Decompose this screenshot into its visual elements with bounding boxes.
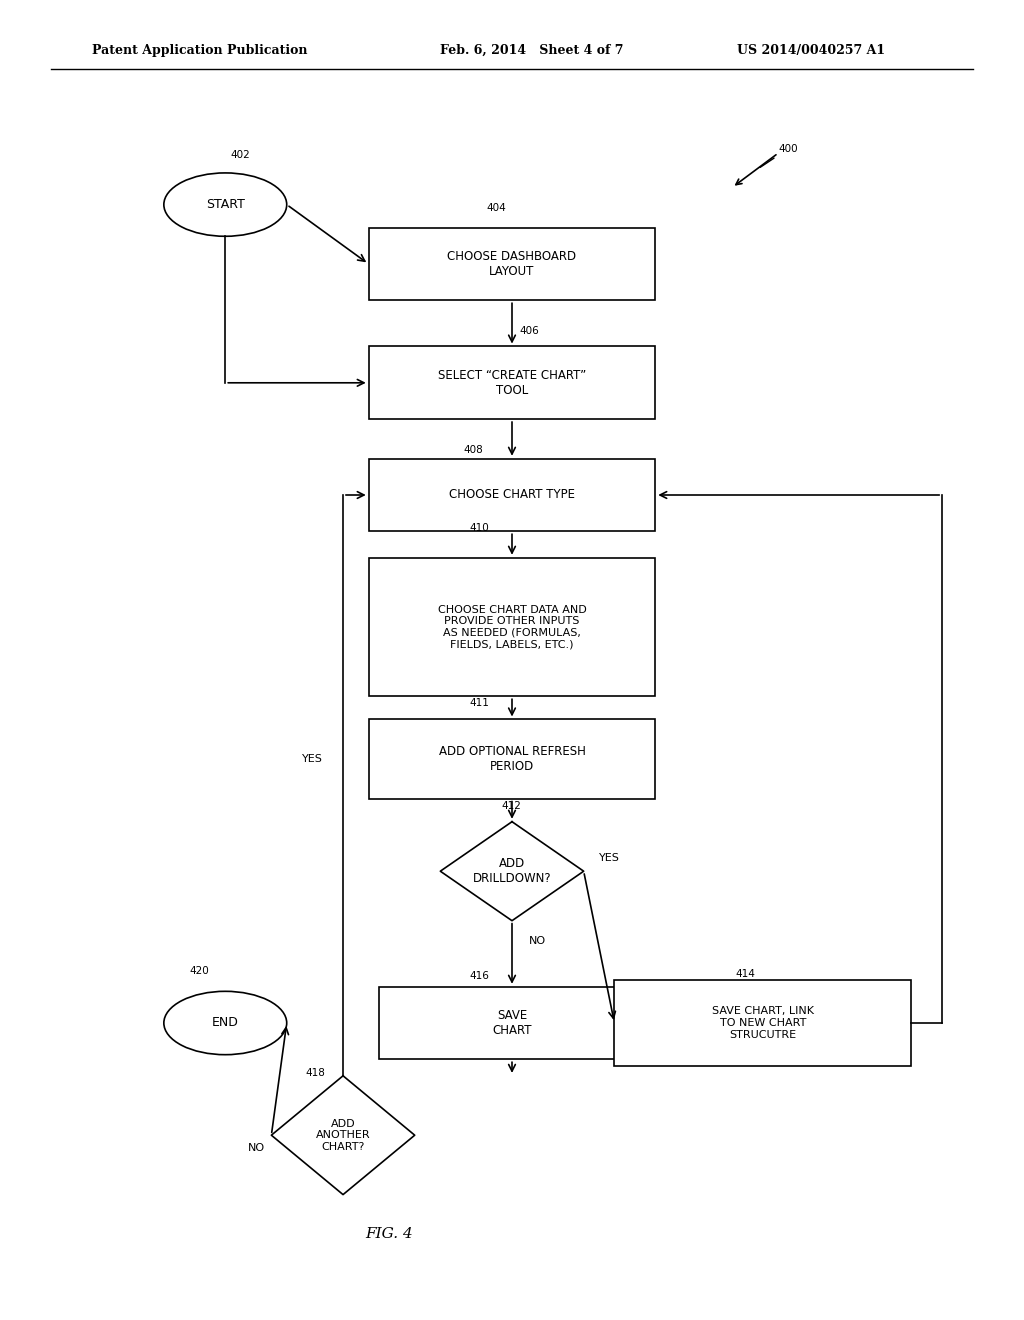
FancyBboxPatch shape xyxy=(614,979,911,1067)
Text: US 2014/0040257 A1: US 2014/0040257 A1 xyxy=(737,44,886,57)
Text: ADD OPTIONAL REFRESH
PERIOD: ADD OPTIONAL REFRESH PERIOD xyxy=(438,744,586,774)
Text: START: START xyxy=(206,198,245,211)
Text: YES: YES xyxy=(302,754,323,764)
Ellipse shape xyxy=(164,991,287,1055)
Text: SAVE
CHART: SAVE CHART xyxy=(493,1008,531,1038)
Text: 420: 420 xyxy=(189,966,209,977)
FancyBboxPatch shape xyxy=(369,227,655,300)
FancyBboxPatch shape xyxy=(369,557,655,697)
Text: 414: 414 xyxy=(735,969,755,979)
Text: 416: 416 xyxy=(469,972,488,982)
Text: 418: 418 xyxy=(305,1068,325,1078)
Text: NO: NO xyxy=(248,1143,264,1154)
Text: CHOOSE DASHBOARD
LAYOUT: CHOOSE DASHBOARD LAYOUT xyxy=(447,249,577,279)
Text: 402: 402 xyxy=(230,150,250,161)
Text: YES: YES xyxy=(599,853,620,863)
Text: 411: 411 xyxy=(469,698,488,709)
Text: CHOOSE CHART DATA AND
PROVIDE OTHER INPUTS
AS NEEDED (FORMULAS,
FIELDS, LABELS, : CHOOSE CHART DATA AND PROVIDE OTHER INPU… xyxy=(437,605,587,649)
Text: 410: 410 xyxy=(469,523,488,533)
Text: ADD
ANOTHER
CHART?: ADD ANOTHER CHART? xyxy=(315,1118,371,1152)
FancyBboxPatch shape xyxy=(369,719,655,799)
FancyBboxPatch shape xyxy=(369,346,655,420)
FancyBboxPatch shape xyxy=(369,458,655,531)
Text: Patent Application Publication: Patent Application Publication xyxy=(92,44,307,57)
Text: 404: 404 xyxy=(486,203,506,214)
Text: Feb. 6, 2014   Sheet 4 of 7: Feb. 6, 2014 Sheet 4 of 7 xyxy=(440,44,624,57)
Text: 408: 408 xyxy=(464,445,483,455)
Text: 412: 412 xyxy=(502,801,521,812)
Text: ADD
DRILLDOWN?: ADD DRILLDOWN? xyxy=(473,857,551,886)
FancyBboxPatch shape xyxy=(379,987,645,1059)
Ellipse shape xyxy=(164,173,287,236)
Text: CHOOSE CHART TYPE: CHOOSE CHART TYPE xyxy=(449,488,575,502)
Text: FIG. 4: FIG. 4 xyxy=(366,1228,413,1241)
Text: SAVE CHART, LINK
TO NEW CHART
STRUCUTRE: SAVE CHART, LINK TO NEW CHART STRUCUTRE xyxy=(712,1006,814,1040)
Text: SELECT “CREATE CHART”
TOOL: SELECT “CREATE CHART” TOOL xyxy=(438,368,586,397)
Text: END: END xyxy=(212,1016,239,1030)
Text: 406: 406 xyxy=(519,326,539,337)
Text: NO: NO xyxy=(529,936,546,945)
Text: 400: 400 xyxy=(760,144,798,168)
